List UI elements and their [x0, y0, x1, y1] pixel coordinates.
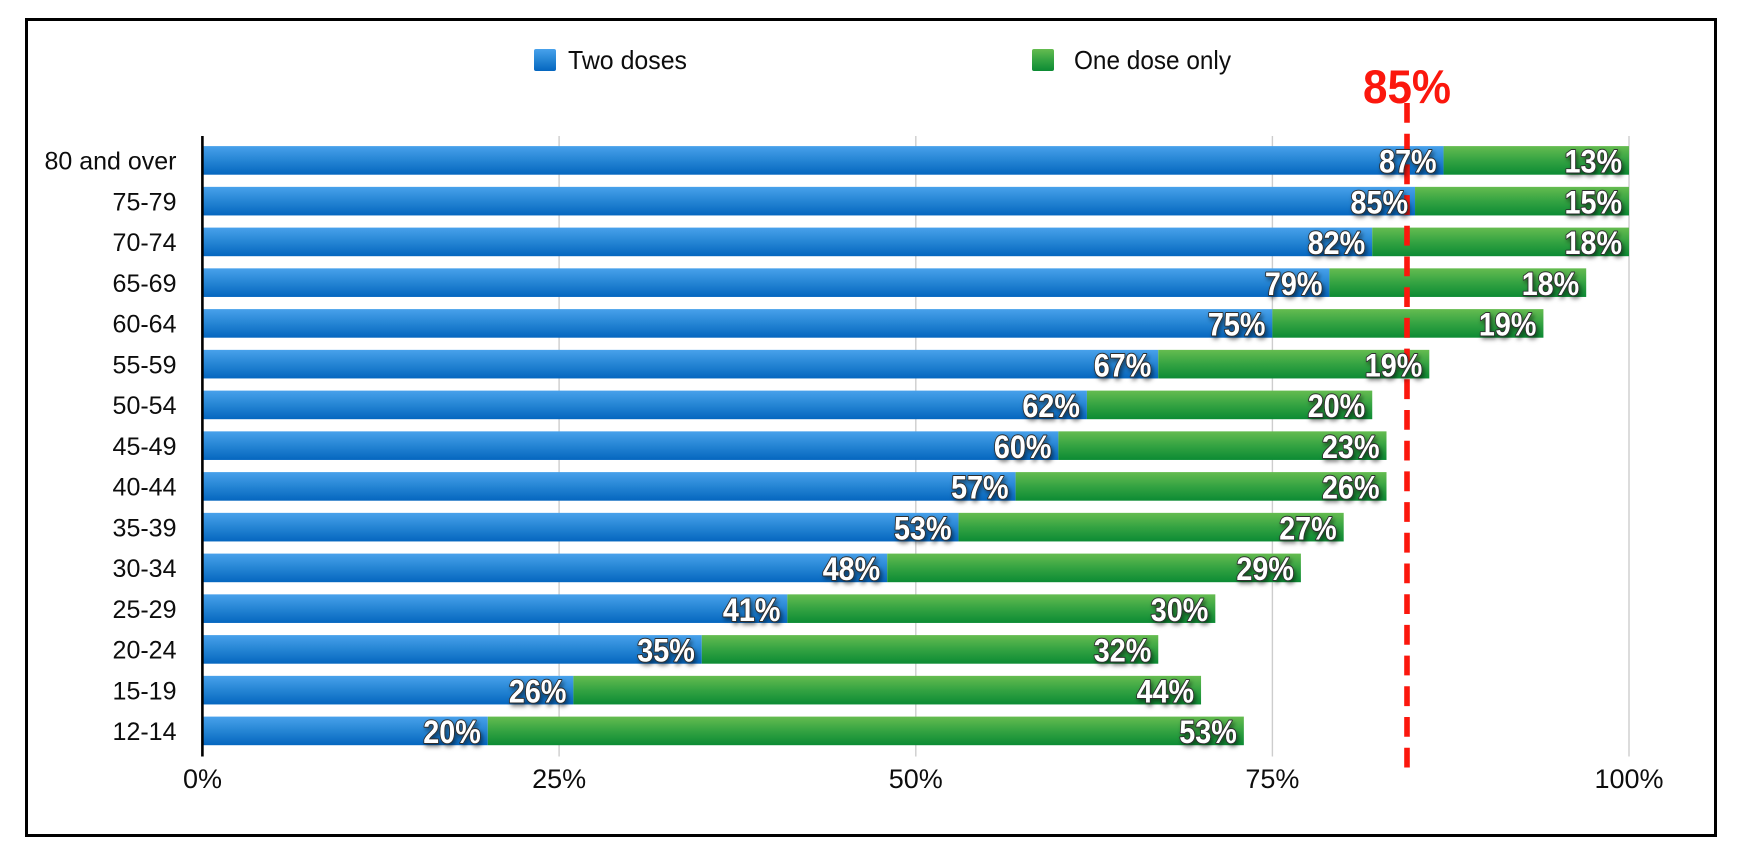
svg-text:60-64: 60-64: [113, 311, 177, 339]
svg-text:85%: 85%: [1351, 185, 1409, 221]
svg-text:53%: 53%: [894, 510, 952, 546]
svg-text:30%: 30%: [1151, 592, 1209, 628]
svg-text:75%: 75%: [1208, 307, 1266, 343]
svg-text:75%: 75%: [1245, 764, 1299, 794]
svg-text:26%: 26%: [1322, 470, 1380, 506]
svg-text:100%: 100%: [1594, 764, 1663, 794]
svg-text:50%: 50%: [889, 764, 943, 794]
svg-text:75-79: 75-79: [113, 188, 177, 216]
svg-text:18%: 18%: [1522, 266, 1580, 302]
svg-text:20%: 20%: [1308, 388, 1366, 424]
svg-text:62%: 62%: [1022, 388, 1080, 424]
svg-text:41%: 41%: [723, 592, 781, 628]
svg-text:67%: 67%: [1094, 347, 1152, 383]
svg-text:18%: 18%: [1565, 225, 1623, 261]
svg-text:48%: 48%: [823, 551, 881, 587]
svg-text:79%: 79%: [1265, 266, 1323, 302]
svg-text:50-54: 50-54: [113, 392, 177, 420]
svg-text:35%: 35%: [637, 633, 695, 669]
svg-text:12-14: 12-14: [113, 718, 177, 746]
svg-text:15%: 15%: [1565, 185, 1623, 221]
svg-text:32%: 32%: [1094, 633, 1152, 669]
svg-text:25%: 25%: [532, 764, 586, 794]
svg-text:26%: 26%: [509, 673, 567, 709]
svg-text:15-19: 15-19: [113, 677, 177, 705]
svg-text:44%: 44%: [1137, 673, 1195, 709]
svg-text:70-74: 70-74: [113, 229, 177, 257]
svg-text:20-24: 20-24: [113, 637, 177, 665]
svg-text:53%: 53%: [1179, 714, 1237, 750]
svg-text:19%: 19%: [1365, 347, 1423, 383]
svg-text:20%: 20%: [423, 714, 481, 750]
svg-text:27%: 27%: [1279, 510, 1337, 546]
svg-text:82%: 82%: [1308, 225, 1366, 261]
svg-text:29%: 29%: [1236, 551, 1294, 587]
svg-text:80 and over: 80 and over: [44, 148, 176, 176]
svg-text:60%: 60%: [994, 429, 1052, 465]
svg-text:0%: 0%: [183, 764, 222, 794]
svg-text:40-44: 40-44: [113, 474, 177, 502]
svg-text:45-49: 45-49: [113, 433, 177, 461]
svg-text:65-69: 65-69: [113, 270, 177, 298]
svg-text:85%: 85%: [1363, 60, 1451, 113]
svg-text:35-39: 35-39: [113, 514, 177, 542]
svg-text:25-29: 25-29: [113, 596, 177, 624]
svg-text:One dose only: One dose only: [1074, 45, 1231, 75]
svg-text:55-59: 55-59: [113, 351, 177, 379]
svg-text:30-34: 30-34: [113, 555, 177, 583]
svg-text:57%: 57%: [951, 470, 1009, 506]
svg-text:Two doses: Two doses: [568, 45, 687, 75]
svg-text:87%: 87%: [1379, 144, 1437, 180]
svg-text:23%: 23%: [1322, 429, 1380, 465]
svg-text:19%: 19%: [1479, 307, 1537, 343]
svg-text:13%: 13%: [1565, 144, 1623, 180]
